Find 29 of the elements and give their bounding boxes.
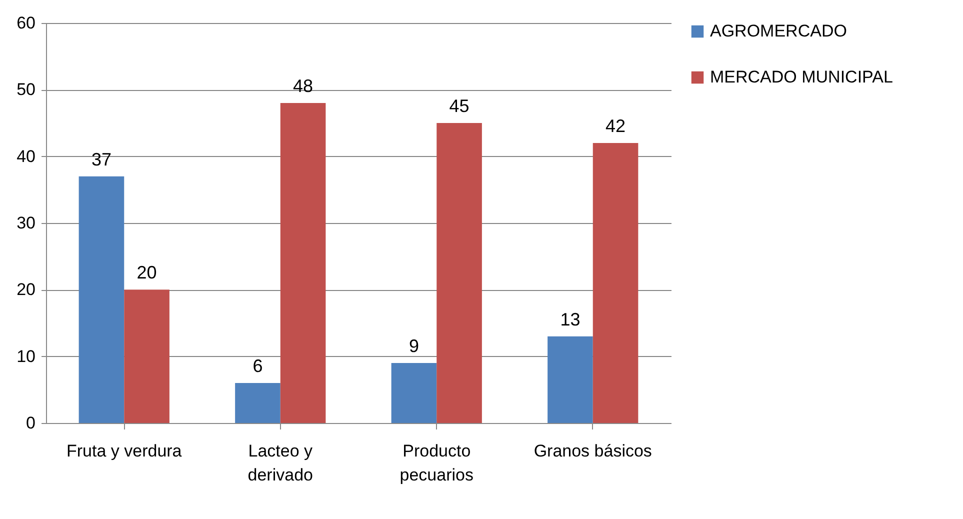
data-label: 45 [449,96,470,116]
x-tick-label: Lacteo y derivado [248,442,314,484]
bar [78,176,124,423]
bar [124,290,170,423]
data-label: 48 [293,76,314,96]
bar [280,103,326,423]
data-label: 20 [136,262,157,283]
bar [235,383,280,423]
data-label: 13 [560,309,580,330]
x-tick-label: Fruta y verdura [66,442,182,460]
data-label: 37 [91,149,112,170]
y-tick-label: 40 [16,146,36,166]
bar [592,143,638,423]
bar [391,363,437,423]
data-label: 6 [252,356,263,376]
y-tick-label: 60 [16,14,36,32]
y-tick-label: 50 [16,80,36,100]
data-label: 9 [408,336,419,356]
y-tick-label: 30 [16,214,36,232]
legend-label: AGROMERCADO [710,22,847,40]
legend-label: MERCADO MUNICIPAL [710,68,893,86]
x-tick-label: Granos básicos [534,442,652,460]
y-tick-label: 0 [26,414,36,432]
y-tick-label: 10 [16,346,36,366]
data-label: 42 [606,116,626,136]
bar [548,336,593,423]
y-tick-label: 20 [16,280,36,300]
bar [436,123,482,423]
x-tick-label: Producto pecuarios [400,442,474,484]
